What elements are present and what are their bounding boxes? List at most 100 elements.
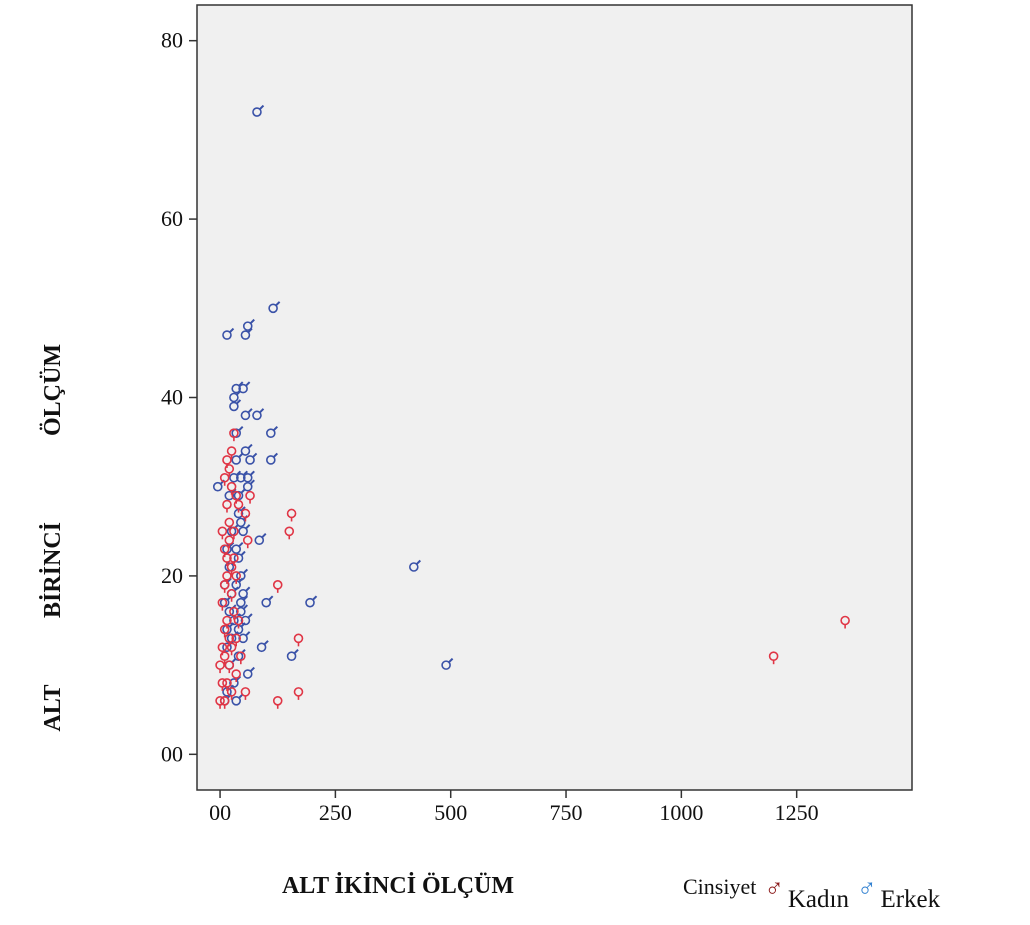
male-point xyxy=(261,595,274,608)
female-point xyxy=(229,526,239,540)
female-point xyxy=(231,633,242,647)
legend-label-kadin: Kadın xyxy=(787,886,849,913)
y-tick-label: 80 xyxy=(161,28,183,53)
male-point xyxy=(231,381,244,394)
plot-area xyxy=(196,4,913,791)
x-axis-title: ALT İKİNCİ ÖLÇÜM xyxy=(282,873,514,899)
male-point xyxy=(245,452,258,465)
male-point xyxy=(242,318,255,331)
male-point xyxy=(266,452,279,465)
male-point xyxy=(252,408,265,421)
female-point xyxy=(242,535,253,549)
legend-title: Cinsiyet xyxy=(683,874,757,899)
male-point xyxy=(409,559,422,572)
male-point xyxy=(256,640,269,653)
female-point xyxy=(229,606,239,620)
legend-label-erkek: Erkek xyxy=(880,886,941,913)
female-point xyxy=(233,615,244,629)
female-point xyxy=(226,588,237,602)
data-points xyxy=(212,104,850,709)
female-point xyxy=(240,687,251,700)
female-point xyxy=(224,517,235,531)
male-point xyxy=(286,648,299,661)
x-tick-label: 750 xyxy=(550,800,583,825)
female-point xyxy=(226,642,237,656)
female-point xyxy=(222,678,232,691)
female-point xyxy=(219,544,230,558)
y-tick-label: 60 xyxy=(161,206,183,231)
female-point xyxy=(284,526,295,540)
male-point xyxy=(266,425,279,438)
male-point xyxy=(233,550,246,563)
x-tick-label: 1000 xyxy=(659,800,703,825)
female-point xyxy=(217,678,228,691)
female-point xyxy=(217,526,228,540)
female-point xyxy=(293,633,304,647)
female-point xyxy=(219,472,230,486)
male-point xyxy=(252,104,265,117)
x-tick-label: 250 xyxy=(319,800,352,825)
female-point xyxy=(215,660,225,674)
male-point xyxy=(240,443,253,456)
female-point xyxy=(768,651,779,665)
y-axis-title-word-2: BİRİNCİ xyxy=(40,522,66,618)
female-point xyxy=(231,669,242,683)
male-point xyxy=(242,470,255,483)
y-tick-label: 00 xyxy=(161,741,183,766)
female-point xyxy=(272,695,283,709)
y-axis-title-word-3: ÖLÇÜM xyxy=(40,344,66,436)
female-point xyxy=(233,499,244,513)
male-point xyxy=(229,470,242,483)
female-point xyxy=(245,490,255,504)
female-point xyxy=(217,597,228,611)
male-point xyxy=(268,301,281,314)
female-point xyxy=(226,562,237,575)
female-point xyxy=(224,464,235,477)
female-point xyxy=(240,508,251,522)
female-point xyxy=(226,481,237,495)
male-point xyxy=(240,613,253,626)
y-axis-title-word-1: ALT xyxy=(40,684,66,731)
male-point xyxy=(238,586,251,599)
y-axis: 00 20 40 60 80 xyxy=(161,28,197,766)
female-point xyxy=(222,553,232,567)
male-point xyxy=(231,452,244,465)
legend-symbol-kadin: ♂ xyxy=(764,874,784,903)
legend: Cinsiyet ♂ Kadın ♂ Erkek xyxy=(683,874,948,916)
female-point xyxy=(840,615,850,629)
male-point xyxy=(240,408,253,421)
female-point xyxy=(226,687,237,700)
female-point xyxy=(236,651,246,665)
female-point xyxy=(219,624,230,638)
male-point xyxy=(305,595,318,608)
x-tick-label: 500 xyxy=(434,800,467,825)
female-point xyxy=(219,695,230,709)
female-point xyxy=(224,660,235,674)
female-point xyxy=(272,580,283,593)
female-point xyxy=(219,651,230,665)
female-point xyxy=(222,499,232,513)
male-point xyxy=(236,470,249,483)
male-point xyxy=(229,399,242,412)
female-point xyxy=(229,428,239,442)
y-axis-title: ALT BİRİNCİ ÖLÇÜM xyxy=(40,344,66,732)
male-point xyxy=(238,524,251,537)
male-point xyxy=(240,327,253,340)
male-point xyxy=(254,533,267,546)
female-point xyxy=(219,580,230,593)
y-tick-label: 40 xyxy=(161,385,183,410)
male-point xyxy=(231,541,244,554)
male-point xyxy=(242,479,255,492)
x-tick-label: 00 xyxy=(209,800,231,825)
male-point xyxy=(238,631,251,644)
male-point xyxy=(236,604,249,617)
female-point xyxy=(293,687,304,700)
male-point xyxy=(229,390,242,403)
female-point xyxy=(215,695,225,709)
male-point xyxy=(222,327,235,340)
x-tick-label: 1250 xyxy=(775,800,819,825)
female-point xyxy=(226,446,237,460)
male-point xyxy=(441,657,454,670)
y-tick-label: 20 xyxy=(161,563,183,588)
